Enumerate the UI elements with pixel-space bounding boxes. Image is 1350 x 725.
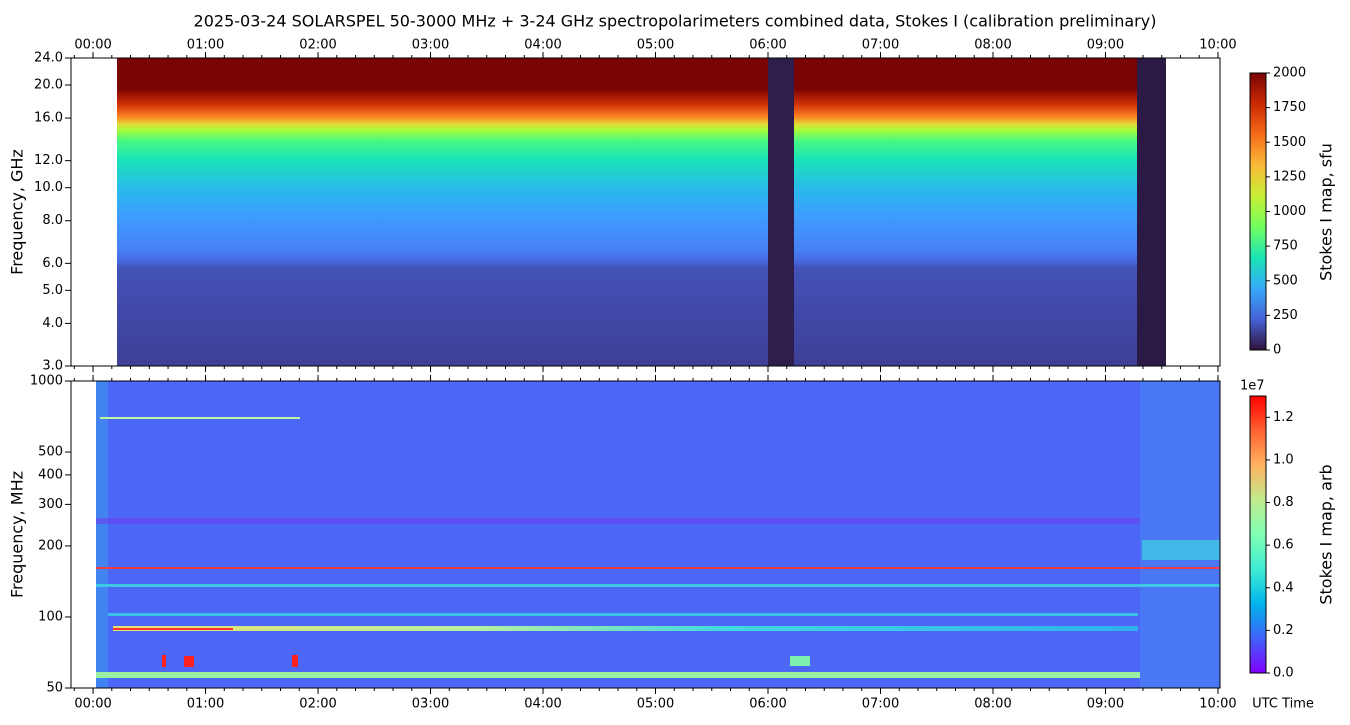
x-tick-label: 10:00	[1199, 38, 1236, 53]
y-axis-label: Frequency, GHz	[8, 149, 27, 275]
x-tick-label: 04:00	[524, 38, 561, 53]
colorbar-tick-label: 1500	[1273, 135, 1306, 150]
x-tick-label: 09:00	[1087, 38, 1124, 53]
y-tick-label: 10.0	[34, 180, 63, 195]
colorbar-tick-label: 0.2	[1273, 623, 1294, 638]
y-tick-label: 1000	[30, 374, 63, 389]
x-tick-label: 04:00	[524, 697, 561, 712]
plot-frame	[70, 380, 1221, 689]
x-tick-label: 00:00	[74, 38, 111, 53]
colorbar-tick-label: 1250	[1273, 169, 1306, 184]
colorbar	[1250, 73, 1266, 350]
x-tick-label: 07:00	[862, 697, 899, 712]
colorbar-tick-label: 1750	[1273, 100, 1306, 115]
y-axis-label: Frequency, MHz	[8, 471, 27, 598]
x-tick-label: 08:00	[974, 38, 1011, 53]
spectrogram-bottom	[96, 381, 1220, 688]
y-tick-label: 5.0	[42, 283, 63, 298]
y-tick-label: 20.0	[34, 78, 63, 93]
x-tick-label: 03:00	[412, 38, 449, 53]
colorbar-tick-label: 1000	[1273, 204, 1306, 219]
x-tick-label: 02:00	[299, 697, 336, 712]
y-tick-label: 3.0	[42, 359, 63, 374]
x-tick-label: 01:00	[187, 697, 224, 712]
y-tick-label: 200	[38, 538, 63, 553]
colorbar-tick-label: 0.8	[1273, 495, 1294, 510]
y-tick-label: 300	[38, 497, 63, 512]
x-tick-label: 05:00	[637, 38, 674, 53]
y-tick-label: 16.0	[34, 111, 63, 126]
y-tick-label: 50	[46, 681, 63, 696]
colorbar-tick-label: 500	[1273, 273, 1298, 288]
colorbar-tick-label: 2000	[1273, 66, 1306, 81]
colorbar-label: Stokes I map, arb	[1317, 464, 1336, 604]
y-tick-label: 100	[38, 609, 63, 624]
y-tick-label: 24.0	[34, 51, 63, 66]
y-tick-label: 400	[38, 467, 63, 482]
spectrogram-top	[117, 58, 1166, 366]
y-tick-label: 8.0	[42, 213, 63, 228]
y-tick-label: 4.0	[42, 316, 63, 331]
x-tick-label: 06:00	[749, 38, 786, 53]
colorbar-tick-label: 0	[1273, 343, 1281, 358]
y-tick-label: 500	[38, 445, 63, 460]
x-tick-label: 08:00	[974, 697, 1011, 712]
x-tick-label: 10:00	[1199, 697, 1236, 712]
y-tick-label: 6.0	[42, 256, 63, 271]
colorbar-tick-label: 250	[1273, 308, 1298, 323]
y-tick-label: 12.0	[34, 153, 63, 168]
x-tick-label: 00:00	[74, 697, 111, 712]
colorbar-tick-label: 0.4	[1273, 580, 1294, 595]
chart-title: 2025-03-24 SOLARSPEL 50-3000 MHz + 3-24 …	[194, 12, 1157, 31]
colorbar-tick-label: 0.0	[1273, 666, 1294, 681]
x-tick-label: 05:00	[637, 697, 674, 712]
x-axis-label: UTC Time	[1252, 697, 1314, 712]
x-tick-label: 06:00	[749, 697, 786, 712]
colorbar	[1250, 396, 1266, 673]
colorbar-offset: 1e7	[1240, 379, 1265, 394]
colorbar-tick-label: 1.2	[1273, 410, 1294, 425]
colorbar-tick-label: 0.6	[1273, 538, 1294, 553]
x-tick-label: 03:00	[412, 697, 449, 712]
colorbar-tick-label: 750	[1273, 239, 1298, 254]
x-tick-label: 09:00	[1087, 697, 1124, 712]
plot-frame	[70, 57, 1221, 367]
x-tick-label: 01:00	[187, 38, 224, 53]
x-tick-label: 07:00	[862, 38, 899, 53]
colorbar-tick-label: 1.0	[1273, 452, 1294, 467]
x-tick-label: 02:00	[299, 38, 336, 53]
colorbar-label: Stokes I map, sfu	[1317, 143, 1336, 281]
